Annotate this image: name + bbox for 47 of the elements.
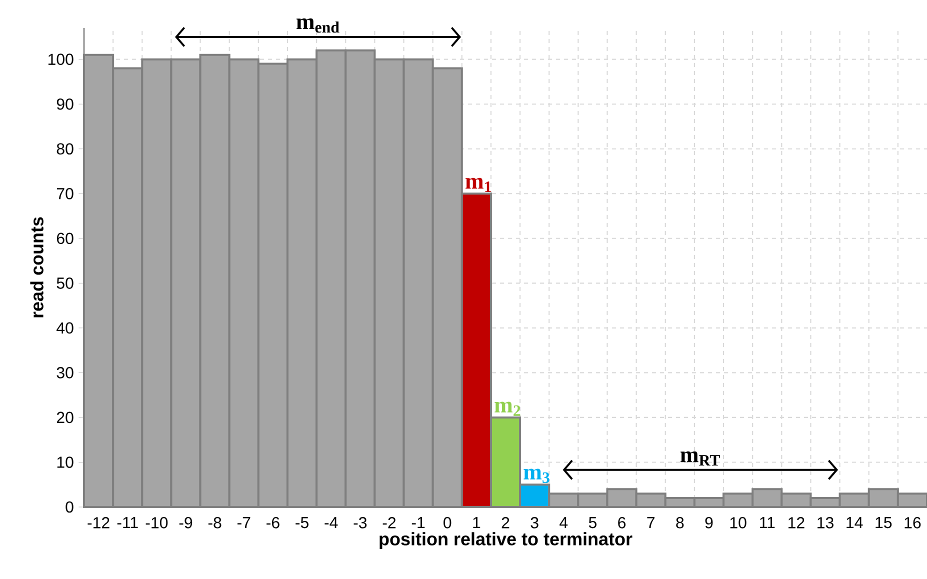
x-tick-label: 7: [647, 517, 654, 528]
x-tick-label: 12: [788, 517, 804, 528]
y-tick-label: 60: [56, 232, 74, 244]
x-tick-label: 16: [904, 517, 921, 528]
annotation: m$_{2}$: [494, 402, 520, 416]
annotation: m$_{RT}$: [680, 451, 720, 466]
x-tick-label: 13: [818, 517, 834, 528]
y-tick-label: 80: [56, 143, 74, 155]
x-tick-label: 10: [730, 517, 746, 528]
x-tick-label: 2: [502, 517, 510, 528]
x-tick-label: -10: [146, 517, 168, 528]
x-tick-label: -11: [117, 517, 138, 528]
x-tick-label: 3: [530, 517, 538, 528]
y-tick-label: 100: [48, 54, 74, 65]
x-tick-label: -3: [354, 517, 367, 528]
x-tick-label: 4: [560, 517, 568, 528]
x-tick-label: 11: [760, 517, 775, 528]
x-tick-label: 8: [676, 517, 684, 528]
x-tick-label: -8: [208, 517, 222, 528]
x-tick-label: 6: [618, 517, 626, 528]
y-tick-label: 70: [56, 188, 74, 200]
x-tick-label: 15: [876, 517, 892, 528]
x-tick-label: -12: [88, 517, 110, 528]
x-tick-label: -9: [179, 517, 192, 528]
y-tick-label: 40: [56, 322, 74, 334]
annotation: m$_{3}$: [524, 468, 550, 484]
y-tick-label: 10: [57, 456, 74, 468]
y-tick-label: 30: [56, 367, 74, 378]
annotation: m$_{1}$: [466, 178, 491, 192]
x-tick-label: 5: [588, 517, 596, 528]
y-tick-label: 90: [56, 98, 74, 110]
x-tick-label: -6: [266, 517, 280, 528]
x-tick-label: -2: [382, 517, 396, 528]
y-axis-title: read counts: [30, 217, 44, 318]
x-tick-label: 9: [705, 517, 713, 528]
x-tick-label: -4: [324, 517, 338, 528]
x-axis-title: position relative to terminator: [380, 532, 632, 549]
y-tick-label: 20: [56, 412, 74, 424]
annotation: m$_{end}$: [296, 18, 340, 33]
y-tick-label: 0: [66, 501, 74, 513]
x-tick-label: 14: [846, 517, 863, 528]
y-tick-label: 50: [56, 278, 74, 289]
x-tick-label: -5: [296, 517, 308, 528]
x-tick-label: 0: [444, 517, 452, 528]
x-tick-label: -1: [412, 517, 425, 528]
x-tick-label: 1: [473, 517, 480, 528]
x-tick-label: -7: [237, 517, 250, 528]
